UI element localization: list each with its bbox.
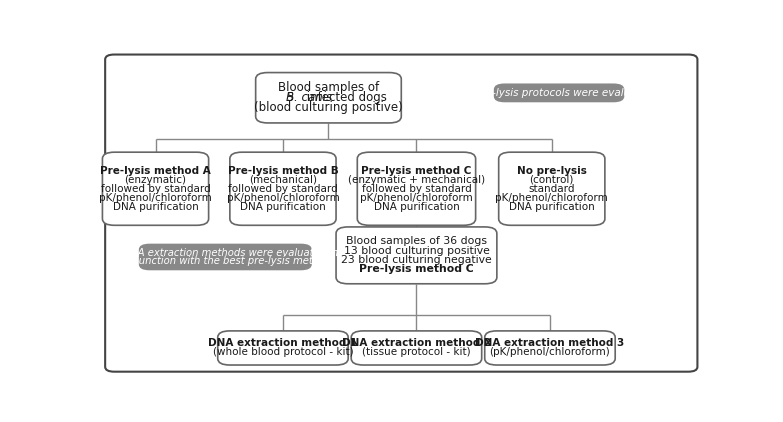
Text: pK/phenol/chloroform: pK/phenol/chloroform [99, 193, 212, 203]
Text: conjunction with the best pre-lysis method: conjunction with the best pre-lysis meth… [118, 256, 332, 266]
Text: (enzymatic + mechanical): (enzymatic + mechanical) [348, 175, 485, 185]
FancyBboxPatch shape [218, 331, 348, 365]
Text: B. canis: B. canis [286, 91, 332, 104]
Text: Blood samples of 36 dogs: Blood samples of 36 dogs [346, 236, 487, 246]
Text: (pK/phenol/chloroform): (pK/phenol/chloroform) [489, 347, 610, 357]
FancyBboxPatch shape [357, 152, 475, 225]
Text: (mechanical): (mechanical) [249, 175, 317, 185]
Text: DNA purification: DNA purification [373, 202, 460, 212]
Text: 13 blood culturing positive: 13 blood culturing positive [344, 246, 489, 256]
Text: followed by standard: followed by standard [228, 184, 337, 194]
Text: (blood culturing positive): (blood culturing positive) [254, 101, 402, 114]
Text: DNA purification: DNA purification [509, 202, 594, 212]
Text: Pre-lysis method B: Pre-lysis method B [228, 166, 338, 176]
Text: 3 DNA extraction methods were evaluated in: 3 DNA extraction methods were evaluated … [113, 248, 338, 258]
Text: followed by standard: followed by standard [101, 184, 211, 194]
FancyBboxPatch shape [230, 152, 336, 225]
Text: 3 pre-lysis protocols were evaluated: 3 pre-lysis protocols were evaluated [464, 88, 654, 98]
Text: DNA extraction method 1: DNA extraction method 1 [208, 338, 358, 349]
Text: 5: 5 [287, 91, 298, 104]
Text: Blood samples of: Blood samples of [278, 81, 379, 94]
Text: DNA extraction method 3: DNA extraction method 3 [475, 338, 625, 349]
FancyBboxPatch shape [103, 152, 208, 225]
Text: (enzymatic): (enzymatic) [124, 175, 186, 185]
Text: Pre-lysis method A: Pre-lysis method A [100, 166, 211, 176]
FancyBboxPatch shape [105, 54, 698, 372]
Text: Pre-lysis method C: Pre-lysis method C [361, 166, 471, 176]
Text: DNA purification: DNA purification [240, 202, 326, 212]
Text: followed by standard: followed by standard [362, 184, 471, 194]
Text: standard: standard [529, 184, 575, 194]
FancyBboxPatch shape [139, 243, 312, 271]
FancyBboxPatch shape [256, 73, 402, 123]
Text: Pre-lysis method C: Pre-lysis method C [359, 264, 474, 274]
Text: pK/phenol/chloroform: pK/phenol/chloroform [226, 193, 339, 203]
Text: pK/phenol/chloroform: pK/phenol/chloroform [496, 193, 608, 203]
FancyBboxPatch shape [485, 331, 615, 365]
Text: DNA extraction method 2: DNA extraction method 2 [342, 338, 491, 349]
FancyBboxPatch shape [352, 331, 482, 365]
Text: DNA purification: DNA purification [113, 202, 198, 212]
Text: (tissue protocol - kit): (tissue protocol - kit) [363, 347, 471, 357]
Text: pK/phenol/chloroform: pK/phenol/chloroform [360, 193, 473, 203]
FancyBboxPatch shape [499, 152, 605, 225]
FancyBboxPatch shape [336, 227, 497, 284]
Text: infected dogs: infected dogs [303, 91, 387, 104]
FancyBboxPatch shape [494, 84, 624, 102]
Text: (control): (control) [529, 175, 574, 185]
Text: 23 blood culturing negative: 23 blood culturing negative [341, 255, 492, 265]
Text: (whole blood protocol - kit): (whole blood protocol - kit) [213, 347, 353, 357]
Text: No pre-lysis: No pre-lysis [517, 166, 586, 176]
